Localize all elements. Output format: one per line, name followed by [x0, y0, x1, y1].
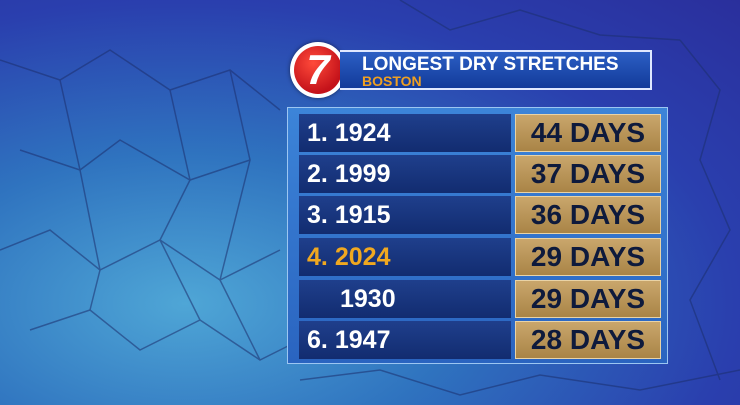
rank: 4. [307, 243, 328, 271]
row-label: 1. 1924 [299, 114, 511, 152]
table-row: 1. 1924 44 DAYS [299, 114, 661, 152]
logo-text: 7 [294, 46, 342, 94]
row-label: 4. 2024 [299, 238, 511, 276]
row-label: 3. 1915 [299, 196, 511, 234]
title: LONGEST DRY STRETCHES [362, 54, 619, 75]
rank: 2. [307, 160, 328, 188]
rank: 1. [307, 119, 328, 147]
rank: 3. [307, 201, 328, 229]
days: 44 DAYS [515, 114, 661, 152]
days: 36 DAYS [515, 196, 661, 234]
table-row: 3. 1915 36 DAYS [299, 196, 661, 234]
ranking-table: 1. 1924 44 DAYS 2. 1999 37 DAYS 3. 1915 36 DAYS 4… [287, 107, 668, 364]
year: 1915 [334, 201, 391, 229]
table-row: 6. 1947 28 DAYS [299, 321, 661, 359]
year: 1924 [334, 119, 391, 147]
table-row: 2. 1999 37 DAYS [299, 155, 661, 193]
table-row: 4. 2024 29 DAYS [299, 238, 661, 276]
row-label: 2. 1999 [299, 155, 511, 193]
days: 28 DAYS [515, 321, 661, 359]
days: 29 DAYS [515, 238, 661, 276]
title-banner: LONGEST DRY STRETCHES BOSTON [340, 50, 652, 90]
subtitle: BOSTON [362, 73, 422, 89]
row-label: 6. 1947 [299, 321, 511, 359]
station-logo: 7 [290, 42, 346, 98]
year: 2024 [334, 243, 391, 271]
days: 37 DAYS [515, 155, 661, 193]
year: 1999 [334, 160, 391, 188]
row-label: 1930 [299, 280, 511, 318]
days: 29 DAYS [515, 280, 661, 318]
year: 1947 [334, 326, 391, 354]
year: 1930 [340, 285, 396, 313]
rank: 6. [307, 326, 328, 354]
table-row: 1930 29 DAYS [299, 280, 661, 318]
